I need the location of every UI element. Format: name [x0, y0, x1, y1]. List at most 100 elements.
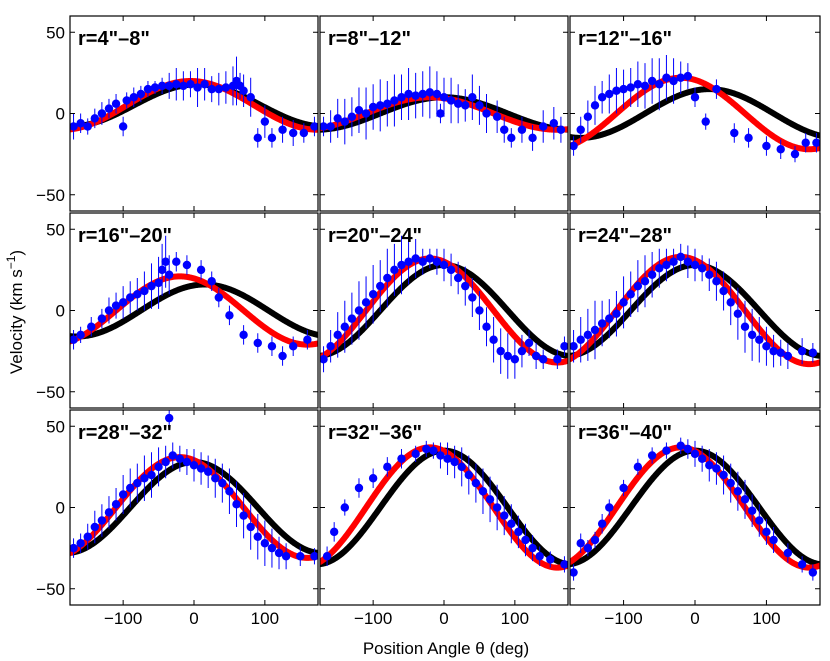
data-point [432, 89, 442, 99]
data-point [376, 281, 385, 291]
data-point [690, 449, 700, 459]
data-point [432, 257, 442, 266]
data-point [683, 71, 693, 81]
data-point [390, 96, 399, 105]
data-point [76, 539, 85, 548]
data-point [347, 112, 357, 121]
data-point [464, 470, 473, 480]
y-axis-label-sup: −1 [4, 255, 18, 269]
data-point [390, 265, 399, 275]
data-point [783, 548, 793, 558]
data-point [446, 96, 456, 105]
data-point [320, 355, 328, 364]
data-point [583, 112, 593, 121]
y-tick-label: 50 [46, 417, 65, 436]
data-point [157, 81, 167, 91]
data-point [597, 319, 607, 328]
data-point [143, 84, 153, 94]
data-point [762, 527, 771, 537]
data-point [429, 446, 438, 455]
panel-label: r=4"–8" [78, 28, 150, 50]
data-point [90, 522, 100, 532]
data-point [701, 117, 710, 126]
data-point [150, 83, 160, 92]
data-point [397, 454, 406, 463]
data-point [697, 454, 707, 463]
data-point [576, 125, 585, 134]
data-point [383, 462, 392, 472]
data-point [535, 552, 544, 561]
data-point [539, 355, 548, 364]
data-point [111, 500, 121, 509]
data-point [619, 298, 628, 307]
data-point [719, 286, 728, 296]
y-tick-label: −50 [36, 186, 65, 205]
data-point [662, 73, 671, 82]
data-point [517, 346, 527, 356]
data-point [626, 290, 635, 299]
y-tick-label: 0 [56, 105, 65, 124]
data-point [443, 454, 452, 463]
data-point [129, 93, 138, 102]
data-point [485, 495, 495, 504]
data-point [354, 306, 364, 315]
data-point [783, 351, 793, 361]
data-point [147, 281, 156, 291]
data-point [383, 99, 392, 108]
data-point [239, 330, 248, 340]
data-point [267, 543, 277, 553]
data-point [733, 487, 743, 496]
data-point [126, 483, 135, 493]
data-point [383, 273, 392, 283]
data-point [676, 441, 685, 450]
data-point [165, 270, 174, 279]
data-point [507, 133, 516, 143]
data-point [482, 322, 491, 331]
data-point [597, 519, 607, 528]
data-point [200, 80, 209, 89]
data-point [690, 93, 700, 102]
model-curve-red [70, 78, 318, 133]
data-point [118, 298, 128, 307]
data-point [165, 413, 174, 423]
data-point [612, 86, 621, 95]
data-point [122, 96, 131, 105]
data-point [418, 89, 427, 99]
data-point [207, 277, 216, 286]
data-point [712, 464, 721, 473]
y-tick-label: −50 [36, 383, 65, 402]
data-point [690, 260, 700, 270]
data-point [492, 112, 502, 121]
data-point [411, 91, 420, 100]
data-point [218, 478, 227, 488]
y-tick-label: 0 [56, 499, 65, 518]
data-point [755, 335, 764, 344]
data-point [453, 99, 463, 108]
y-tick-label: 50 [46, 23, 65, 42]
data-point [475, 306, 484, 315]
data-point [669, 257, 678, 266]
plot-area [70, 410, 318, 605]
data-point [326, 342, 335, 351]
data-point [214, 84, 223, 94]
data-point [570, 141, 578, 151]
data-point [179, 81, 188, 91]
plot-area [570, 213, 820, 408]
data-point [436, 109, 445, 118]
data-point [203, 467, 213, 476]
data-point [368, 102, 378, 112]
data-point [165, 81, 174, 91]
data-point [422, 444, 431, 454]
data-point [503, 351, 512, 361]
data-point [140, 474, 149, 483]
data-point [214, 293, 223, 302]
data-point [662, 260, 671, 270]
data-point [590, 325, 600, 335]
data-point [730, 128, 739, 138]
plot-content [570, 243, 820, 369]
data-point [683, 444, 693, 454]
panels: −50 0 50 r=4"–8" r=8"–12" r=12"–16" −50 0 50 r=16… [36, 15, 821, 628]
model-curve-red [570, 74, 820, 153]
data-point [461, 101, 470, 110]
